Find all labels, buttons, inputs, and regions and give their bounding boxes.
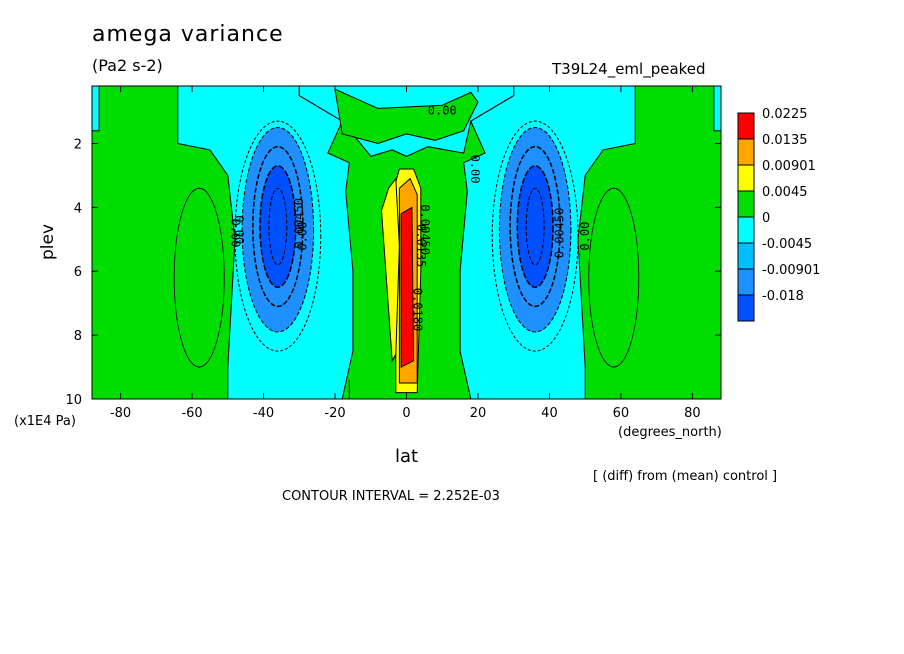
dashed-contour-outer-south xyxy=(234,120,322,352)
contour-ring-west xyxy=(173,187,225,368)
contour-label: 0.00 xyxy=(232,215,246,244)
legend-swatch xyxy=(737,242,755,270)
x-axis-units: (degrees_north) xyxy=(618,425,722,440)
y-tick-label: 6 xyxy=(74,265,82,280)
legend-label: -0.018 xyxy=(762,289,804,304)
y-tick-label: 8 xyxy=(74,329,82,344)
contour-label: 0.00450 xyxy=(553,208,567,259)
positive-patch-top xyxy=(334,88,479,145)
x-tick-label: 40 xyxy=(541,406,558,421)
contour-label: 0.00450 xyxy=(418,204,432,255)
negative-cell-inner-south xyxy=(268,187,288,266)
edge-region-west xyxy=(92,86,100,132)
contour-label: 0.00 xyxy=(228,218,242,247)
y-tick-label: 4 xyxy=(74,201,82,216)
x-tick-label: 80 xyxy=(684,406,701,421)
x-tick-label: -60 xyxy=(181,406,202,421)
legend-label: -0.00901 xyxy=(762,263,820,278)
chart-units: (Pa2 s-2) xyxy=(92,56,163,75)
contour-interval: CONTOUR INTERVAL = 2.252E-03 xyxy=(282,489,500,504)
diff-note: [ (diff) from (mean) control ] xyxy=(593,469,778,484)
contour-ring-east xyxy=(588,187,640,368)
legend-label: 0.0225 xyxy=(762,107,808,122)
x-axis-label: lat xyxy=(395,446,419,467)
legend-swatch xyxy=(737,268,755,296)
y-axis-units: (x1E4 Pa) xyxy=(14,414,76,429)
legend-swatch xyxy=(737,190,755,218)
legend-swatch xyxy=(737,294,755,322)
y-tick-label: 10 xyxy=(65,393,82,408)
negative-cell-core-north xyxy=(516,165,554,288)
negative-cell-core-south xyxy=(259,165,297,288)
x-tick-label: -80 xyxy=(110,406,131,421)
legend-swatch xyxy=(737,138,755,166)
contour-label: 0.00 xyxy=(468,155,482,184)
legend-swatch xyxy=(737,164,755,192)
y-tick-label: 2 xyxy=(74,137,82,152)
positive-jet-core xyxy=(400,206,415,368)
legend-swatch xyxy=(737,216,755,244)
contour-label: 0.00 xyxy=(295,222,309,251)
x-tick-label: -20 xyxy=(324,406,345,421)
chart-title: amega variance xyxy=(92,22,284,47)
legend-label: 0 xyxy=(762,211,770,226)
x-tick-label: 0 xyxy=(402,406,410,421)
contour-label: 0.0180 xyxy=(411,288,425,331)
run-label: T39L24_eml_peaked xyxy=(552,60,706,78)
legend-label: 0.00901 xyxy=(762,159,816,174)
x-tick-label: -40 xyxy=(253,406,274,421)
negative-cell-inner-north xyxy=(525,187,545,266)
legend-label: 0.0045 xyxy=(762,185,808,200)
contour-label: 0.00450 xyxy=(292,198,306,249)
x-tick-label: 60 xyxy=(613,406,630,421)
contour-label: 0.00 xyxy=(428,104,457,118)
edge-region-east xyxy=(713,86,721,132)
contour-label: 0.00 xyxy=(578,222,592,251)
contour-label: 0.0135 xyxy=(414,224,428,267)
x-tick-label: 20 xyxy=(470,406,487,421)
legend-label: 0.0135 xyxy=(762,133,808,148)
dashed-contour-outer-north xyxy=(491,120,579,352)
legend-swatch xyxy=(737,112,755,140)
legend-label: -0.0045 xyxy=(762,237,812,252)
